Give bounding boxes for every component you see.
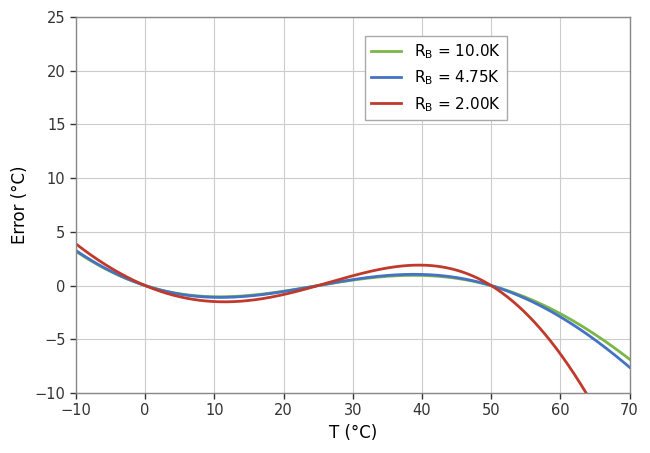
R$_{\mathrm{B}}$ = 4.75K — [610, 351, 617, 357]
R$_{\mathrm{B}}$ = 4.75K — [508, 290, 515, 295]
R$_{\mathrm{B}}$ = 4.75K — [609, 351, 617, 357]
R$_{\mathrm{B}}$ = 2.00K — [326, 280, 334, 285]
R$_{\mathrm{B}}$ = 4.75K — [625, 365, 633, 370]
Legend: R$_\mathrm{B}$ = 10.0K, R$_\mathrm{B}$ = 4.75K, R$_\mathrm{B}$ = 2.00K: R$_\mathrm{B}$ = 10.0K, R$_\mathrm{B}$ =… — [365, 36, 507, 120]
R$_{\mathrm{B}}$ = 10.0K — [610, 344, 617, 350]
R$_{\mathrm{B}}$ = 4.75K — [100, 265, 108, 270]
R$_{\mathrm{B}}$ = 2.00K — [610, 439, 617, 445]
Line: R$_{\mathrm{B}}$ = 4.75K: R$_{\mathrm{B}}$ = 4.75K — [76, 251, 629, 367]
R$_{\mathrm{B}}$ = 4.75K — [326, 280, 334, 286]
R$_{\mathrm{B}}$ = 2.00K — [100, 261, 108, 267]
R$_{\mathrm{B}}$ = 2.00K — [508, 298, 515, 303]
R$_{\mathrm{B}}$ = 10.0K — [326, 281, 334, 286]
R$_{\mathrm{B}}$ = 2.00K — [609, 439, 617, 444]
R$_{\mathrm{B}}$ = 10.0K — [341, 279, 349, 284]
R$_{\mathrm{B}}$ = 10.0K — [72, 249, 80, 254]
Y-axis label: Error (°C): Error (°C) — [11, 166, 29, 244]
R$_{\mathrm{B}}$ = 10.0K — [100, 265, 108, 271]
R$_{\mathrm{B}}$ = 4.75K — [341, 278, 349, 284]
Line: R$_{\mathrm{B}}$ = 2.00K: R$_{\mathrm{B}}$ = 2.00K — [76, 244, 629, 453]
R$_{\mathrm{B}}$ = 10.0K — [625, 357, 633, 362]
R$_{\mathrm{B}}$ = 10.0K — [609, 344, 617, 350]
Line: R$_{\mathrm{B}}$ = 10.0K: R$_{\mathrm{B}}$ = 10.0K — [76, 251, 629, 359]
X-axis label: T (°C): T (°C) — [329, 424, 377, 442]
R$_{\mathrm{B}}$ = 10.0K — [508, 289, 515, 295]
R$_{\mathrm{B}}$ = 2.00K — [341, 275, 349, 280]
R$_{\mathrm{B}}$ = 2.00K — [72, 241, 80, 246]
R$_{\mathrm{B}}$ = 4.75K — [72, 248, 80, 253]
